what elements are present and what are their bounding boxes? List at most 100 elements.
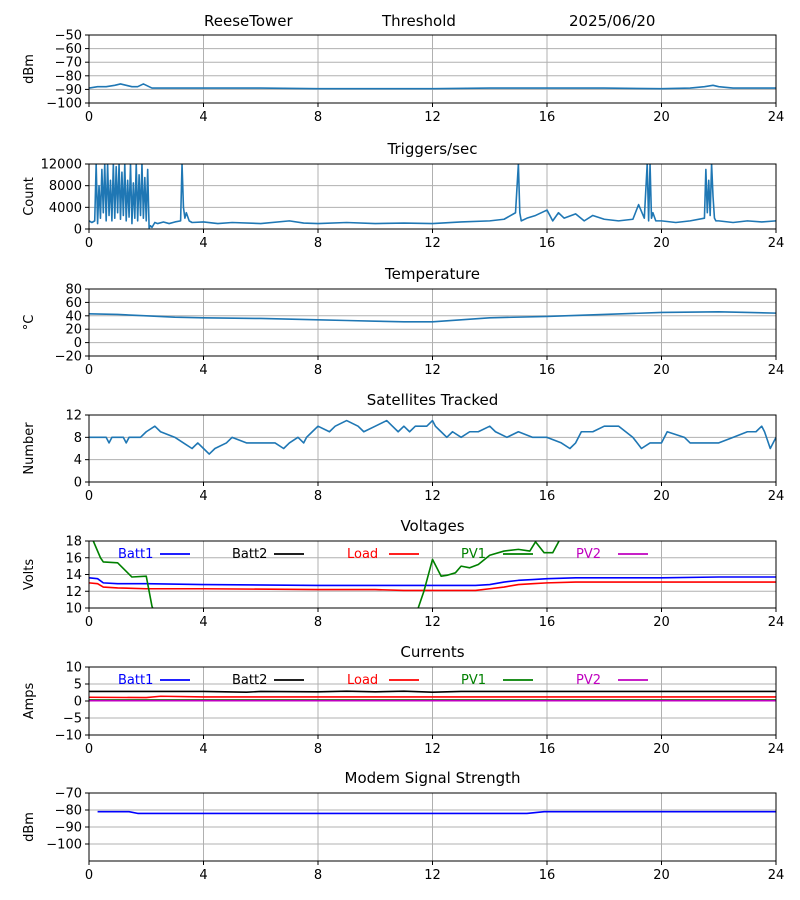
panel-title: Triggers/sec: [387, 140, 478, 158]
y-tick-label: 0: [74, 476, 82, 491]
y-tick-label: 4000: [49, 201, 82, 216]
legend-label-pv1: PV1: [461, 673, 486, 688]
y-tick-label: 12000: [41, 158, 82, 173]
y-tick-label: 16: [65, 551, 82, 566]
y-tick-label: 20: [65, 323, 82, 338]
y-tick-label: 10: [65, 602, 82, 617]
y-tick-label: 40: [65, 309, 82, 324]
y-tick-label: 18: [65, 535, 82, 550]
x-tick-label: 20: [653, 110, 670, 125]
x-tick-label: 4: [199, 868, 207, 883]
x-tick-label: 16: [539, 489, 556, 504]
panel-title: Temperature: [384, 265, 480, 283]
legend-label-batt2: Batt2: [232, 673, 267, 688]
mode-label: Threshold: [382, 12, 456, 30]
y-tick-label: −50: [55, 29, 82, 44]
y-tick-label: −90: [55, 83, 82, 98]
panel-4: 0 4 8 12 16 20 24 0 4 8 12 Number Satellites Tracked: [22, 391, 784, 504]
x-tick-label: 12: [424, 363, 441, 378]
x-tick-label: 20: [653, 363, 670, 378]
series-line-load: [89, 581, 776, 592]
y-tick-label: −70: [55, 787, 82, 802]
legend-label-batt1: Batt1: [118, 673, 153, 688]
series-line: [89, 419, 776, 455]
x-tick-label: 12: [424, 615, 441, 630]
x-tick-label: 16: [539, 110, 556, 125]
y-tick-label: 4: [74, 453, 82, 468]
series-line-pv1: [92, 541, 560, 608]
y-tick-label: −80: [55, 804, 82, 819]
y-tick-label: 80: [65, 283, 82, 298]
x-tick-label: 12: [424, 236, 441, 251]
y-tick-label: −100: [46, 97, 82, 112]
y-tick-label: −10: [55, 729, 82, 744]
x-tick-label: 24: [768, 742, 785, 757]
x-tick-label: 4: [199, 489, 207, 504]
panel-title: Satellites Tracked: [367, 391, 498, 409]
y-tick-label: −80: [55, 69, 82, 84]
panel-title: Currents: [400, 643, 464, 661]
x-tick-label: 12: [424, 489, 441, 504]
legend-label-pv1: PV1: [461, 547, 486, 562]
x-tick-label: 8: [314, 236, 322, 251]
legend-label-load: Load: [347, 673, 378, 688]
panel-1: 0 4 8 12 16 20 24 −100−90−80−70−60−50 dBm: [22, 29, 784, 126]
y-tick-label: 14: [65, 568, 82, 583]
x-tick-label: 24: [768, 363, 785, 378]
y-axis-label: °C: [22, 315, 37, 331]
y-tick-label: 10: [65, 661, 82, 676]
x-tick-label: 16: [539, 615, 556, 630]
y-tick-label: −70: [55, 56, 82, 71]
y-tick-label: −20: [55, 350, 82, 365]
x-tick-label: 0: [85, 742, 93, 757]
series-line-load: [89, 695, 776, 699]
series-line-batt1: [89, 576, 776, 587]
series-line: [89, 310, 776, 323]
x-tick-label: 20: [653, 868, 670, 883]
x-tick-label: 24: [768, 489, 785, 504]
y-axis-label: Volts: [22, 559, 37, 591]
date-label: 2025/06/20: [569, 12, 656, 30]
y-tick-label: 0: [74, 223, 82, 238]
series-line: [89, 83, 776, 90]
x-tick-label: 20: [653, 236, 670, 251]
x-tick-label: 0: [85, 363, 93, 378]
x-tick-label: 4: [199, 615, 207, 630]
series-line-batt2: [89, 690, 776, 693]
y-tick-label: −100: [46, 838, 82, 853]
x-tick-label: 24: [768, 236, 785, 251]
x-tick-label: 16: [539, 868, 556, 883]
panel-title: Voltages: [400, 517, 464, 535]
legend-label-batt1: Batt1: [118, 547, 153, 562]
x-tick-label: 20: [653, 742, 670, 757]
x-tick-label: 8: [314, 615, 322, 630]
x-tick-label: 12: [424, 868, 441, 883]
x-tick-label: 16: [539, 742, 556, 757]
y-tick-label: −5: [63, 712, 82, 727]
x-tick-label: 20: [653, 489, 670, 504]
x-tick-label: 0: [85, 615, 93, 630]
y-tick-label: −60: [55, 42, 82, 57]
y-axis-label: Number: [22, 422, 37, 475]
y-tick-label: 0: [74, 695, 82, 710]
y-axis-label: dBm: [22, 54, 37, 84]
y-tick-label: 8000: [49, 179, 82, 194]
x-tick-label: 0: [85, 236, 93, 251]
x-tick-label: 0: [85, 110, 93, 125]
x-tick-label: 12: [424, 742, 441, 757]
station-name: ReeseTower: [204, 12, 293, 30]
legend-label-pv2: PV2: [576, 547, 601, 562]
x-tick-label: 0: [85, 868, 93, 883]
panel-title: Modem Signal Strength: [345, 769, 521, 787]
x-tick-label: 16: [539, 236, 556, 251]
x-tick-label: 16: [539, 363, 556, 378]
y-tick-label: −90: [55, 821, 82, 836]
y-tick-label: 60: [65, 296, 82, 311]
legend-label-pv2: PV2: [576, 673, 601, 688]
panel-7: 0 4 8 12 16 20 24 −100 −90 −80 −70 dBm Modem Signal …: [22, 769, 784, 883]
